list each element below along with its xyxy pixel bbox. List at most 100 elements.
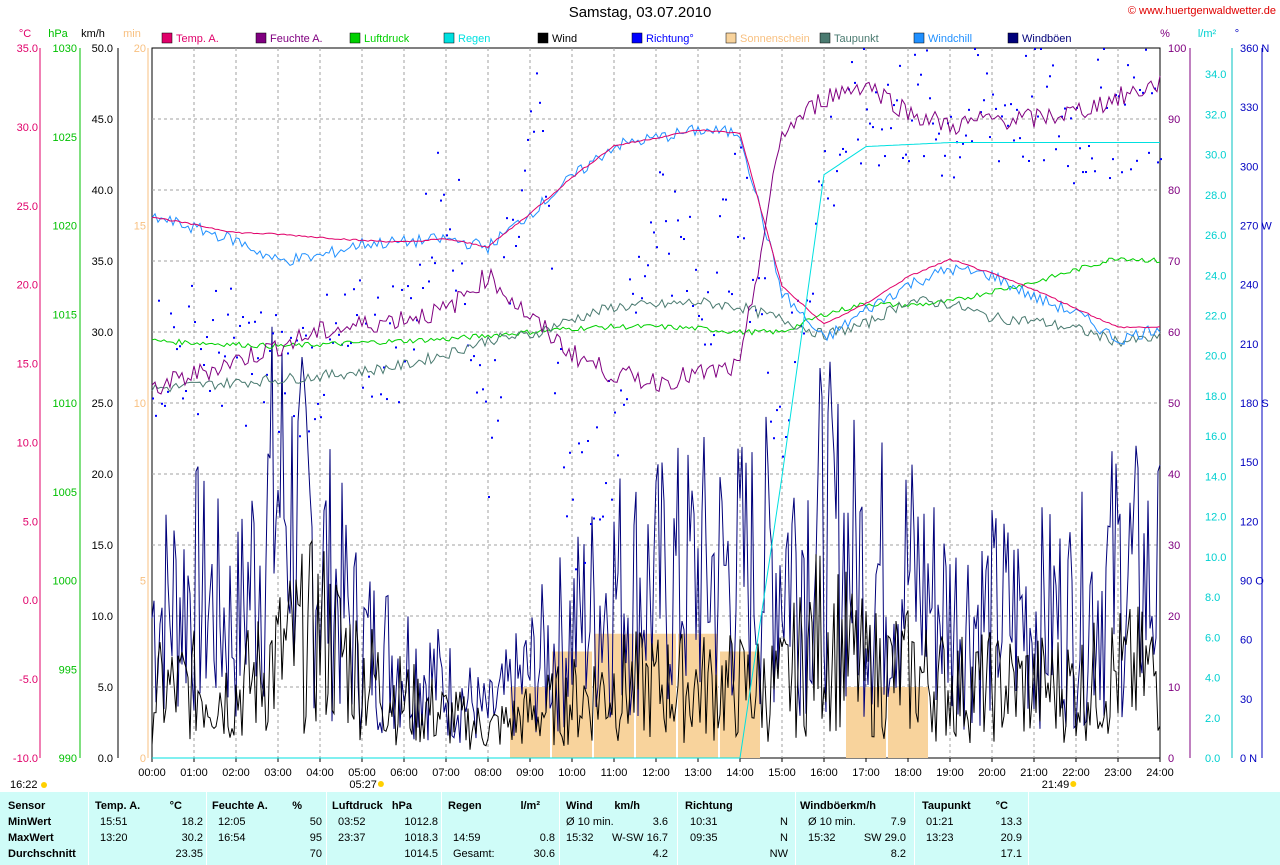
wind-tick-label: 30.0 bbox=[92, 327, 113, 339]
table-cell: 30.6 bbox=[533, 848, 555, 860]
table-cell: 13:23 bbox=[926, 832, 954, 844]
direction-point bbox=[1133, 76, 1135, 79]
table-header: Sensor bbox=[8, 800, 46, 812]
direction-point bbox=[194, 321, 196, 324]
direction-point bbox=[560, 348, 562, 351]
direction-point bbox=[305, 334, 307, 337]
direction-point bbox=[911, 119, 913, 122]
time-tick-label: 18:00 bbox=[894, 767, 922, 779]
direction-point bbox=[821, 184, 823, 187]
direction-point bbox=[401, 288, 403, 291]
temp-tick-label: 20.0 bbox=[17, 280, 38, 292]
direction-point bbox=[788, 419, 790, 422]
direction-point bbox=[866, 108, 868, 111]
direction-tick-label: 330 bbox=[1240, 102, 1258, 114]
direction-tick-label: 0 N bbox=[1240, 753, 1257, 765]
direction-point bbox=[860, 162, 862, 165]
direction-point bbox=[677, 219, 679, 222]
table-cell: 15:51 bbox=[100, 816, 128, 828]
direction-point bbox=[659, 171, 661, 174]
direction-point bbox=[908, 160, 910, 163]
direction-point bbox=[1112, 158, 1114, 161]
direction-point bbox=[749, 320, 751, 323]
direction-point bbox=[725, 198, 727, 201]
humidity-tick-label: 70 bbox=[1168, 256, 1180, 268]
pressure-tick-label: 995 bbox=[59, 664, 77, 676]
direction-point bbox=[617, 454, 619, 457]
direction-point bbox=[422, 287, 424, 290]
direction-point bbox=[689, 215, 691, 218]
direction-point bbox=[1100, 86, 1102, 89]
direction-point bbox=[335, 322, 337, 325]
direction-point bbox=[281, 330, 283, 333]
legend-label: Temp. A. bbox=[176, 33, 219, 45]
direction-point bbox=[974, 48, 976, 50]
direction-point bbox=[389, 322, 391, 325]
direction-point bbox=[527, 138, 529, 141]
direction-point bbox=[623, 403, 625, 406]
direction-point bbox=[278, 430, 280, 433]
direction-point bbox=[323, 393, 325, 396]
direction-point bbox=[764, 277, 766, 280]
direction-point bbox=[713, 334, 715, 337]
rain-tick-label: 12.0 bbox=[1205, 512, 1226, 524]
direction-tick-label: 30 bbox=[1240, 694, 1252, 706]
temp-tick-label: 30.0 bbox=[17, 122, 38, 134]
direction-point bbox=[1013, 139, 1015, 142]
direction-point bbox=[1109, 177, 1111, 180]
pressure-tick-label: 1025 bbox=[53, 132, 77, 144]
direction-point bbox=[998, 160, 1000, 163]
direction-point bbox=[605, 482, 607, 485]
direction-point bbox=[728, 290, 730, 293]
direction-point bbox=[641, 297, 643, 300]
direction-point bbox=[698, 314, 700, 317]
temp-unit: °C bbox=[19, 28, 31, 40]
legend-swatch bbox=[349, 32, 361, 44]
direction-point bbox=[644, 275, 646, 278]
direction-point bbox=[602, 515, 604, 518]
direction-point bbox=[239, 324, 241, 327]
direction-point bbox=[173, 326, 175, 329]
direction-point bbox=[695, 268, 697, 271]
table-cell: Ø 10 min. bbox=[808, 816, 856, 828]
direction-point bbox=[500, 396, 502, 399]
direction-point bbox=[263, 401, 265, 404]
legend-label: Windböen bbox=[1022, 33, 1072, 45]
direction-point bbox=[428, 280, 430, 283]
direction-point bbox=[215, 289, 217, 292]
direction-point bbox=[482, 388, 484, 391]
wind-tick-label: 50.0 bbox=[92, 43, 113, 55]
direction-point bbox=[1070, 117, 1072, 120]
time-tick-label: 09:00 bbox=[516, 767, 544, 779]
copyright-link[interactable]: © www.huertgenwaldwetter.de bbox=[1127, 5, 1276, 17]
direction-point bbox=[1151, 92, 1153, 95]
time-tick-label: 19:00 bbox=[936, 767, 964, 779]
direction-point bbox=[716, 271, 718, 274]
direction-point bbox=[431, 256, 433, 259]
table-header: Feuchte A. bbox=[212, 800, 268, 812]
direction-tick-label: 240 bbox=[1240, 280, 1258, 292]
direction-point bbox=[1124, 103, 1126, 106]
direction-point bbox=[665, 220, 667, 223]
direction-point bbox=[497, 419, 499, 422]
direction-point bbox=[800, 325, 802, 328]
direction-point bbox=[584, 561, 586, 564]
direction-point bbox=[1088, 145, 1090, 148]
direction-point bbox=[1136, 159, 1138, 162]
table-cell: 09:35 bbox=[690, 832, 718, 844]
moon-icon bbox=[41, 782, 47, 788]
direction-point bbox=[827, 197, 829, 200]
direction-tick-label: 120 bbox=[1240, 516, 1258, 528]
direction-point bbox=[839, 153, 841, 156]
table-divider bbox=[559, 792, 560, 865]
table-header: Regen bbox=[448, 800, 482, 812]
direction-point bbox=[530, 110, 532, 113]
direction-point bbox=[761, 313, 763, 316]
table-cell: 17.1 bbox=[1000, 848, 1022, 860]
direction-point bbox=[638, 255, 640, 258]
time-tick-label: 02:00 bbox=[222, 767, 250, 779]
direction-point bbox=[707, 291, 709, 294]
direction-point bbox=[767, 371, 769, 374]
direction-point bbox=[704, 343, 706, 346]
direction-point bbox=[1028, 159, 1030, 162]
